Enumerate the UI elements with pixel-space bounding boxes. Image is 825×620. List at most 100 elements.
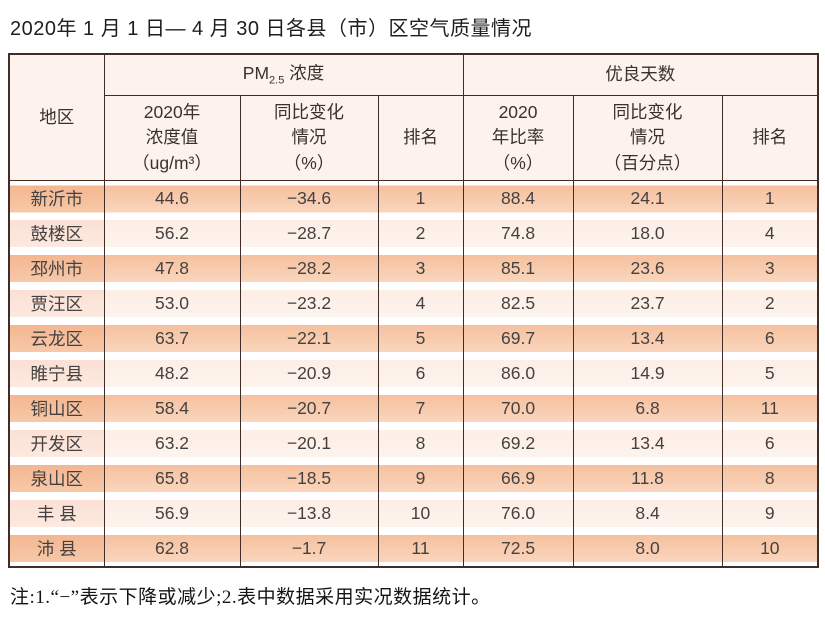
gd-ratio-cell: 86.0: [462, 356, 574, 391]
gd-ratio-cell: 74.8: [462, 216, 574, 251]
gd-ratio-cell: 82.5: [462, 286, 574, 321]
pm-value-cell: 65.8: [103, 461, 241, 496]
pm-rank-cell: 11: [377, 531, 464, 567]
column-header-gd-ratio: 2020 年比率 （%）: [462, 95, 574, 181]
gd-ratio-cell: 66.9: [462, 461, 574, 496]
gd-rank-cell: 3: [721, 251, 819, 286]
pm25-label-prefix: PM: [242, 62, 270, 83]
pm-value-cell: 63.2: [103, 426, 241, 461]
gd-rank-cell: 9: [721, 496, 819, 531]
pm25-label-suffix: 浓度: [284, 62, 325, 83]
pm25-label-subscript: 2.5: [269, 74, 285, 87]
table-row: 鼓楼区 56.2 −28.7 2 74.8 18.0 4: [8, 216, 819, 251]
pm-rank-cell: 1: [377, 180, 464, 216]
gd-ratio-cell: 88.4: [462, 180, 574, 216]
gd-rank-cell: 10: [721, 531, 819, 567]
column-header-pm-value: 2020年 浓度值 （ug/m³）: [103, 95, 241, 181]
gd-ratio-cell: 69.2: [462, 426, 574, 461]
table-row: 睢宁县 48.2 −20.9 6 86.0 14.9 5: [8, 356, 819, 391]
pm-value-cell: 56.9: [103, 496, 241, 531]
pm-rank-cell: 2: [377, 216, 464, 251]
column-header-gd-change: 同比变化 情况 （百分点）: [572, 95, 723, 181]
pm-change-cell: −28.2: [239, 251, 379, 286]
gd-rank-cell: 11: [721, 391, 819, 426]
gd-rank-cell: 4: [721, 216, 819, 251]
region-cell: 泉山区: [8, 461, 105, 496]
table-row: 沛 县 62.8 −1.7 11 72.5 8.0 10: [8, 531, 819, 567]
table-row: 开发区 63.2 −20.1 8 69.2 13.4 6: [8, 426, 819, 461]
gd-rank-cell: 5: [721, 356, 819, 391]
table-row: 丰 县 56.9 −13.8 10 76.0 8.4 9: [8, 496, 819, 531]
group-header-good-days: 优良天数: [462, 53, 819, 96]
pm-rank-cell: 10: [377, 496, 464, 531]
table-row: 云龙区 63.7 −22.1 5 69.7 13.4 6: [8, 321, 819, 356]
gd-change-cell: 23.7: [572, 286, 723, 321]
gd-ratio-cell: 72.5: [462, 531, 574, 567]
pm-rank-cell: 3: [377, 251, 464, 286]
pm-change-cell: −13.8: [239, 496, 379, 531]
gd-rank-cell: 2: [721, 286, 819, 321]
table-row: 铜山区 58.4 −20.7 7 70.0 6.8 11: [8, 391, 819, 426]
gd-change-cell: 13.4: [572, 426, 723, 461]
gd-change-cell: 8.4: [572, 496, 723, 531]
gd-change-cell: 23.6: [572, 251, 723, 286]
pm-rank-cell: 5: [377, 321, 464, 356]
column-header-pm-change: 同比变化 情况 （%）: [239, 95, 379, 181]
region-cell: 云龙区: [8, 321, 105, 356]
gd-change-cell: 8.0: [572, 531, 723, 567]
pm-rank-cell: 7: [377, 391, 464, 426]
region-cell: 睢宁县: [8, 356, 105, 391]
gd-ratio-cell: 69.7: [462, 321, 574, 356]
pm-rank-cell: 6: [377, 356, 464, 391]
pm-rank-cell: 8: [377, 426, 464, 461]
pm-value-cell: 47.8: [103, 251, 241, 286]
column-header-region: 地区: [8, 53, 105, 181]
pm-change-cell: −34.6: [239, 180, 379, 216]
region-cell: 丰 县: [8, 496, 105, 531]
table-row: 邳州市 47.8 −28.2 3 85.1 23.6 3: [8, 251, 819, 286]
pm-rank-cell: 4: [377, 286, 464, 321]
gd-change-cell: 24.1: [572, 180, 723, 216]
pm-change-cell: −20.9: [239, 356, 379, 391]
air-quality-table: 地区 PM2.5 浓度 优良天数 2020年 浓度值 （ug/m³） 同比变化 …: [8, 53, 820, 568]
region-cell: 新沂市: [8, 180, 105, 216]
gd-change-cell: 11.8: [572, 461, 723, 496]
region-cell: 沛 县: [8, 531, 105, 567]
region-cell: 铜山区: [8, 391, 105, 426]
group-header-pm25: PM2.5 浓度: [103, 53, 464, 96]
gd-rank-cell: 6: [721, 321, 819, 356]
region-cell: 鼓楼区: [8, 216, 105, 251]
region-cell: 邳州市: [8, 251, 105, 286]
pm-change-cell: −1.7: [239, 531, 379, 567]
pm-change-cell: −23.2: [239, 286, 379, 321]
region-cell: 贾汪区: [8, 286, 105, 321]
pm-change-cell: −22.1: [239, 321, 379, 356]
gd-rank-cell: 1: [721, 180, 819, 216]
gd-change-cell: 13.4: [572, 321, 723, 356]
table-row: 新沂市 44.6 −34.6 1 88.4 24.1 1: [8, 180, 819, 216]
table-row: 贾汪区 53.0 −23.2 4 82.5 23.7 2: [8, 286, 819, 321]
pm-value-cell: 63.7: [103, 321, 241, 356]
gd-change-cell: 18.0: [572, 216, 723, 251]
footnote: 注:1.“−”表示下降或减少;2.表中数据采用实况数据统计。: [10, 587, 491, 608]
pm-change-cell: −18.5: [239, 461, 379, 496]
page-title: 2020年 1 月 1 日— 4 月 30 日各县（市）区空气质量情况: [10, 18, 533, 40]
pm-value-cell: 48.2: [103, 356, 241, 391]
gd-ratio-cell: 70.0: [462, 391, 574, 426]
pm-change-cell: −20.1: [239, 426, 379, 461]
pm-value-cell: 56.2: [103, 216, 241, 251]
pm-value-cell: 62.8: [103, 531, 241, 567]
gd-change-cell: 14.9: [572, 356, 723, 391]
pm-change-cell: −20.7: [239, 391, 379, 426]
column-header-pm-rank: 排名: [377, 95, 464, 181]
pm-value-cell: 44.6: [103, 180, 241, 216]
region-cell: 开发区: [8, 426, 105, 461]
pm-rank-cell: 9: [377, 461, 464, 496]
pm-change-cell: −28.7: [239, 216, 379, 251]
pm-value-cell: 58.4: [103, 391, 241, 426]
gd-rank-cell: 6: [721, 426, 819, 461]
table-row: 泉山区 65.8 −18.5 9 66.9 11.8 8: [8, 461, 819, 496]
gd-ratio-cell: 85.1: [462, 251, 574, 286]
table-header: 地区 PM2.5 浓度 优良天数 2020年 浓度值 （ug/m³） 同比变化 …: [8, 53, 819, 181]
